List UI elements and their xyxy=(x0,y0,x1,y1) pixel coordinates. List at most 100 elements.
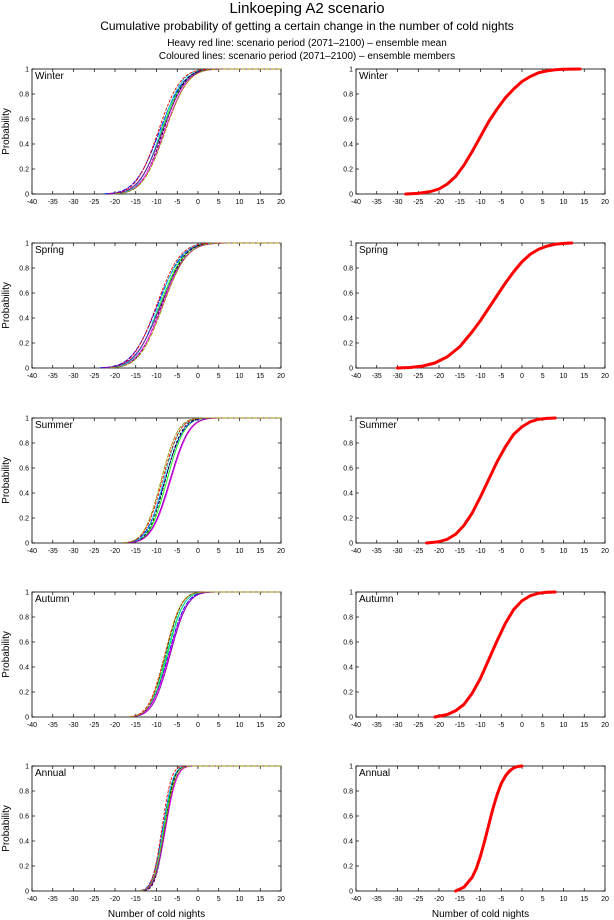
x-tick-label: -30 xyxy=(68,199,78,206)
y-tick-label: 0.2 xyxy=(343,864,353,871)
season-label: Summer xyxy=(35,420,73,431)
member-curve xyxy=(100,242,281,369)
x-tick-label: -40 xyxy=(27,373,37,380)
x-tick-label: 0 xyxy=(196,199,200,206)
season-label: Autumn xyxy=(35,594,69,605)
plot-frame xyxy=(31,591,282,718)
member-curve xyxy=(129,417,281,544)
x-tick-label: -25 xyxy=(413,199,423,206)
x-tick-label: -40 xyxy=(351,722,361,729)
y-tick-label: 0 xyxy=(349,541,353,548)
x-tick-label: 20 xyxy=(601,373,609,380)
x-tick-label: -30 xyxy=(392,373,402,380)
member-curve xyxy=(108,68,281,195)
y-tick-label: 0.8 xyxy=(19,266,29,273)
y-axis-label: Probability xyxy=(1,282,12,329)
y-tick-label: 0.8 xyxy=(19,441,29,448)
x-tick-label: -15 xyxy=(131,896,141,903)
chart-title: Linkoeping A2 scenario xyxy=(229,0,385,17)
season-label: Spring xyxy=(359,245,388,256)
plot-frame xyxy=(355,68,606,195)
season-label: Annual xyxy=(359,768,390,779)
x-tick-label: -40 xyxy=(351,896,361,903)
y-tick-label: 0.2 xyxy=(19,167,29,174)
x-tick-label: 15 xyxy=(256,896,264,903)
x-tick-label: -15 xyxy=(455,373,465,380)
panel-summer-members: -40 -35 -30 -25 -20 -15 -10 -5 0 5 10 15 20 0 0.2 0.4 0.… xyxy=(1,416,285,556)
x-tick-label: -15 xyxy=(131,548,141,555)
member-curve xyxy=(114,68,281,195)
x-tick-label: -25 xyxy=(89,896,99,903)
y-tick-label: 1 xyxy=(25,241,29,248)
x-tick-label: -30 xyxy=(392,199,402,206)
season-label: Annual xyxy=(35,768,66,779)
x-tick-label: -35 xyxy=(48,548,58,555)
x-tick-label: 10 xyxy=(560,722,568,729)
x-tick-label: -35 xyxy=(48,896,58,903)
panel-autumn-mean: -40 -35 -30 -25 -20 -15 -10 -5 0 5 10 15 20 0 0.2 0.4 0.… xyxy=(343,590,609,730)
x-tick-label: -40 xyxy=(351,548,361,555)
x-tick-label: 0 xyxy=(520,199,524,206)
y-axis-label: Probability xyxy=(1,108,12,155)
x-tick-label: -20 xyxy=(110,373,120,380)
y-tick-label: 0.4 xyxy=(343,665,353,672)
panel-summer-mean: -40 -35 -30 -25 -20 -15 -10 -5 0 5 10 15 20 0 0.2 0.4 0.… xyxy=(343,416,609,556)
x-tick-label: -30 xyxy=(392,896,402,903)
x-tick-label: -40 xyxy=(27,722,37,729)
member-curve xyxy=(108,242,281,369)
x-tick-label: -5 xyxy=(498,373,504,380)
y-tick-label: 0.6 xyxy=(343,814,353,821)
member-curve xyxy=(106,242,281,369)
x-axis-label: Number of cold nights xyxy=(432,909,529,920)
season-label: Winter xyxy=(35,71,65,82)
x-tick-label: -35 xyxy=(48,199,58,206)
y-tick-label: 0.4 xyxy=(343,839,353,846)
x-tick-label: -30 xyxy=(392,548,402,555)
y-tick-label: 0.8 xyxy=(19,615,29,622)
plot-frame xyxy=(355,765,606,892)
x-tick-label: 20 xyxy=(601,896,609,903)
x-tick-label: 10 xyxy=(560,548,568,555)
y-tick-label: 0.4 xyxy=(19,665,29,672)
x-tick-label: 10 xyxy=(236,548,244,555)
x-tick-label: -20 xyxy=(434,896,444,903)
y-tick-label: 0 xyxy=(349,889,353,896)
x-tick-label: -5 xyxy=(498,199,504,206)
panel-annual-members: -40 -35 -30 -25 -20 -15 -10 -5 0 5 10 15 20 0 0.2 0.4 0.… xyxy=(1,764,285,920)
member-curve xyxy=(141,765,281,891)
y-tick-label: 0 xyxy=(25,366,29,373)
x-tick-label: 0 xyxy=(196,373,200,380)
y-tick-label: 1 xyxy=(349,67,353,74)
member-curve xyxy=(110,242,281,369)
x-tick-label: -40 xyxy=(27,199,37,206)
x-tick-label: -25 xyxy=(413,548,423,555)
x-tick-label: -10 xyxy=(151,373,161,380)
x-tick-label: 5 xyxy=(217,722,221,729)
x-tick-label: -10 xyxy=(151,896,161,903)
y-tick-label: 0.8 xyxy=(343,92,353,99)
x-tick-label: -10 xyxy=(475,722,485,729)
x-tick-label: 5 xyxy=(541,199,545,206)
x-tick-label: -35 xyxy=(372,199,382,206)
x-tick-label: 0 xyxy=(520,548,524,555)
x-tick-label: 5 xyxy=(541,548,545,555)
x-tick-label: 15 xyxy=(580,548,588,555)
x-tick-label: -15 xyxy=(455,722,465,729)
y-tick-label: 0.4 xyxy=(343,142,353,149)
y-tick-label: 0.4 xyxy=(343,316,353,323)
x-tick-label: -15 xyxy=(455,896,465,903)
y-tick-label: 0.2 xyxy=(343,167,353,174)
y-tick-label: 0.6 xyxy=(343,466,353,473)
member-curve xyxy=(110,68,281,195)
x-tick-label: 10 xyxy=(560,896,568,903)
member-curve xyxy=(123,417,281,544)
member-curve xyxy=(104,242,281,369)
legend-note-mean: Heavy red line: scenario period (2071–21… xyxy=(167,38,447,49)
y-tick-label: 0 xyxy=(25,192,29,199)
x-tick-label: -15 xyxy=(131,722,141,729)
x-tick-label: -20 xyxy=(434,373,444,380)
x-tick-label: -25 xyxy=(89,548,99,555)
x-tick-label: -25 xyxy=(413,896,423,903)
panel-winter-mean: -40 -35 -30 -25 -20 -15 -10 -5 0 5 10 15 20 0 0.2 0.4 0.… xyxy=(343,67,609,207)
member-curve xyxy=(129,591,281,718)
